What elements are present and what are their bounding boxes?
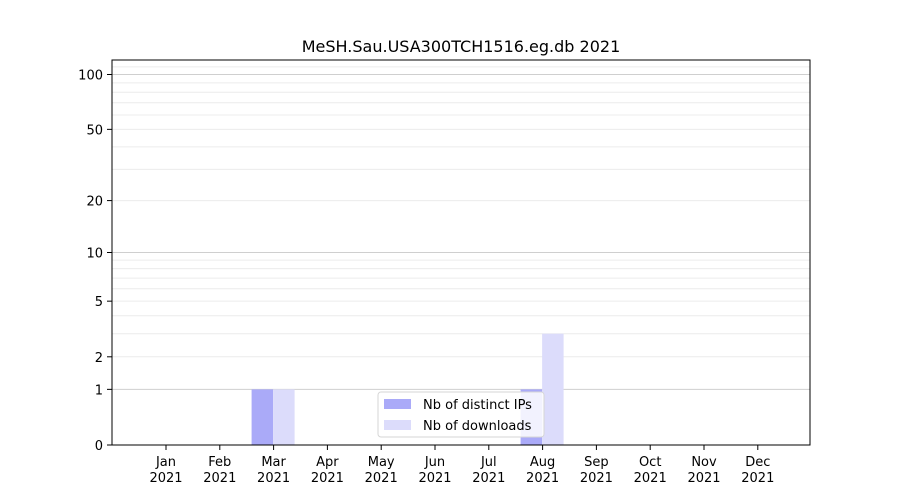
bar-downloads bbox=[273, 389, 295, 445]
legend-label: Nb of distinct IPs bbox=[423, 398, 532, 413]
chart-title: MeSH.Sau.USA300TCH1516.eg.db 2021 bbox=[302, 37, 621, 56]
legend-box bbox=[377, 391, 545, 438]
y-tick-label: 100 bbox=[78, 69, 103, 84]
x-tick-label: Nov 2021 bbox=[687, 455, 720, 486]
legend: Nb of distinct IPs Nb of downloads bbox=[377, 391, 545, 438]
x-tick-label: Jul 2021 bbox=[472, 455, 505, 486]
legend-swatch bbox=[384, 420, 411, 430]
legend-swatch bbox=[384, 399, 411, 409]
x-tick-label: Apr 2021 bbox=[311, 455, 344, 486]
y-tick-label: 20 bbox=[86, 195, 103, 210]
x-axis: Jan 2021 Feb 2021 Mar 2021 Apr 2021 May 2021 Jun 20… bbox=[149, 445, 774, 486]
legend-label: Nb of downloads bbox=[423, 419, 532, 434]
y-axis: 0 1 2 5 10 20 50 100 bbox=[78, 69, 112, 454]
y-tick-label: 50 bbox=[86, 123, 103, 138]
y-tick-label: 1 bbox=[95, 383, 103, 398]
grid-layer bbox=[112, 59, 810, 390]
x-tick-label: Mar 2021 bbox=[257, 455, 290, 486]
y-tick-label: 0 bbox=[95, 439, 103, 454]
x-tick-label: Jan 2021 bbox=[149, 455, 182, 486]
x-tick-label: Aug 2021 bbox=[526, 455, 559, 486]
x-tick-label: Sep 2021 bbox=[580, 455, 613, 486]
x-tick-label: Jun 2021 bbox=[418, 455, 451, 486]
y-tick-label: 2 bbox=[95, 351, 103, 366]
x-tick-label: May 2021 bbox=[365, 455, 398, 486]
y-tick-label: 5 bbox=[95, 295, 103, 310]
x-tick-label: Oct 2021 bbox=[634, 455, 667, 486]
x-tick-label: Feb 2021 bbox=[203, 455, 236, 486]
y-tick-label: 10 bbox=[86, 247, 103, 262]
bar-downloads bbox=[542, 333, 564, 445]
bar-distinct-ips bbox=[251, 389, 274, 445]
x-tick-label: Dec 2021 bbox=[741, 455, 774, 486]
